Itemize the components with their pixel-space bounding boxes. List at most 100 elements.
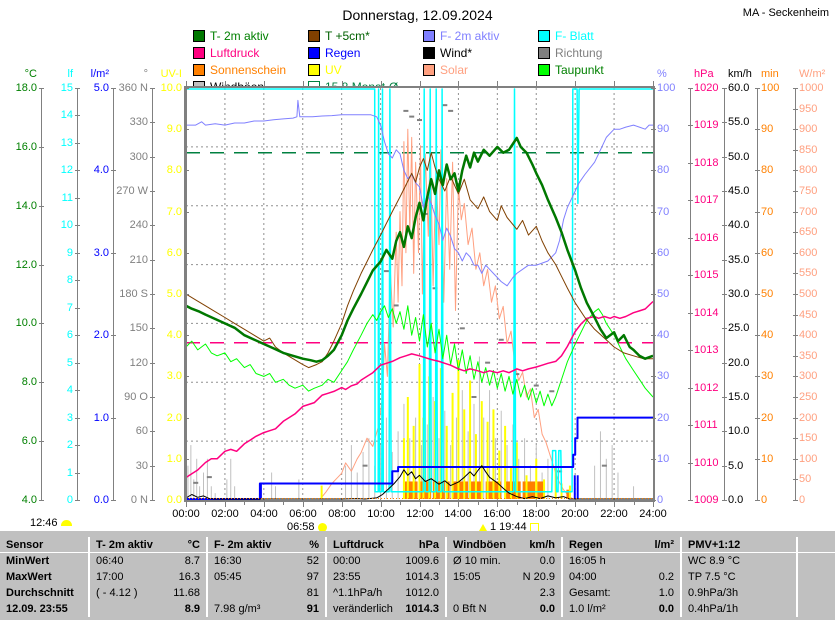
- legend-item-uv: UV: [308, 61, 423, 78]
- axis-tick: [722, 397, 727, 398]
- time-tick: [303, 502, 304, 507]
- table-header-label: PMV+1:12: [688, 539, 741, 551]
- time-tick: [575, 502, 576, 507]
- table-cell-value: 1.0: [658, 587, 674, 599]
- series-taupunkt: [186, 305, 653, 407]
- table-cell-value: 91: [306, 603, 319, 615]
- axis-tick: [75, 335, 80, 336]
- table-cell-value: 1014.3: [405, 571, 439, 583]
- time-tick: [342, 502, 343, 507]
- moonset-icon: [479, 523, 487, 531]
- axis-tick: [688, 275, 693, 276]
- legend-item-f-2m-aktiv: F- 2m aktiv: [423, 27, 538, 44]
- table-cell-f-2m-aktiv-row3: 7.98 g/m³ 91: [206, 601, 325, 617]
- axis-tick: [651, 459, 656, 460]
- time-minor-tick: [595, 502, 596, 505]
- table-header-label: Regen: [569, 539, 603, 551]
- axis-tick-label: 1010: [694, 457, 719, 469]
- axis-tick: [755, 129, 760, 130]
- axis-tick: [184, 129, 189, 130]
- axis-tick: [793, 335, 798, 336]
- axis-unit-lf: lf: [67, 68, 74, 80]
- axis-tick: [722, 363, 727, 364]
- axis-tick-label: 100: [761, 82, 780, 94]
- axis-tick-label: 13: [60, 137, 73, 149]
- axis-tick: [793, 109, 798, 110]
- axis-tick-label: 600: [799, 247, 818, 259]
- axis-tick: [688, 350, 693, 351]
- axis-tick-label: 4.0: [93, 164, 109, 176]
- station-name: MA - Seckenheim: [742, 7, 829, 19]
- moonrise-time: 12:46: [30, 517, 58, 529]
- axis-tick: [150, 225, 155, 226]
- table-cell-windb-en-row3: 0 Bft N 0.0: [445, 601, 561, 617]
- time-label: 04:00: [250, 508, 278, 520]
- axis-tick-label: 450: [799, 309, 818, 321]
- axis-tick-label: 8: [66, 274, 73, 286]
- moon-phase-label: 1: [490, 521, 497, 533]
- axis-unit-uv-i: UV-I: [160, 68, 182, 80]
- table-cell-label: 05:45: [214, 571, 242, 583]
- series-luftdruck: [186, 300, 653, 479]
- axis-tick-label: 0.0: [93, 494, 109, 506]
- axis-tick: [150, 431, 155, 432]
- legend-item-wind: Wind*: [423, 44, 538, 61]
- axis-tick-label: 550: [799, 267, 818, 279]
- axis-tick-label: 15.0: [728, 391, 750, 403]
- axis-tick-label: 90: [761, 123, 774, 135]
- sunrise-time: 06:58: [287, 521, 315, 533]
- axis-tick-label: 6.0: [21, 435, 37, 447]
- axis-tick-label: 1016: [694, 232, 719, 244]
- axis-tick-label: 150: [129, 322, 148, 334]
- legend-label: T +5cm*: [325, 28, 370, 43]
- axis-tick-label: 14: [60, 109, 73, 121]
- time-label: 20:00: [561, 508, 589, 520]
- axis-tick: [651, 170, 656, 171]
- axis-tick: [793, 191, 798, 192]
- axis-tick: [755, 294, 760, 295]
- axis-unit-c: °C: [24, 68, 37, 80]
- axis-tick-label: 9.0: [166, 123, 182, 135]
- axis-tick: [150, 363, 155, 364]
- table-cell-value: N 20.9: [522, 571, 555, 583]
- time-minor-tick: [517, 502, 518, 505]
- table-cell-label: 12.09. 23:55: [6, 603, 68, 615]
- axis-tick-label: 60: [761, 247, 774, 259]
- f-blatt-swatch: [538, 29, 550, 42]
- axis-tick-label: 50.0: [728, 151, 750, 163]
- axis-tick-label: 5.0: [166, 288, 182, 300]
- table-cell-value: 16.3: [178, 571, 200, 583]
- table-cell-f-2m-aktiv-row1: 05:45 97: [206, 569, 325, 585]
- axis-tick-label: 90 O: [124, 391, 148, 403]
- axis-tick: [75, 418, 80, 419]
- legend-label: F- Blatt: [555, 28, 594, 43]
- axis-tick: [793, 129, 798, 130]
- axis-tick: [111, 335, 116, 336]
- time-tick: [186, 81, 187, 86]
- legend-item-luftdruck: Luftdruck: [193, 44, 308, 61]
- table-cell-value: 1012.0: [405, 587, 439, 599]
- axis-line-hpa: [690, 88, 691, 501]
- sunset-marker: 1 19:44: [479, 521, 539, 533]
- table-cell-value: 2.3: [539, 587, 555, 599]
- axis-tick: [184, 500, 189, 501]
- axis-tick: [150, 500, 155, 501]
- axis-tick-label: 800: [799, 164, 818, 176]
- axis-tick: [651, 294, 656, 295]
- legend-item-taupunkt: Taupunkt: [538, 61, 653, 78]
- axis-tick-label: 0 N: [130, 494, 148, 506]
- axis-tick: [722, 88, 727, 89]
- table-header-sensor: Sensor: [0, 537, 88, 553]
- table-cell-col7-row0: [796, 553, 835, 569]
- axis-tick-label: 30.0: [728, 288, 750, 300]
- time-tick: [536, 81, 537, 86]
- axis-tick: [150, 88, 155, 89]
- axis-tick: [688, 388, 693, 389]
- axis-tick-label: 4: [66, 384, 73, 396]
- t-2m-aktiv-swatch: [193, 29, 205, 42]
- axis-tick: [688, 200, 693, 201]
- taupunkt-swatch: [538, 63, 550, 76]
- table-cell-value: 0.0: [658, 603, 674, 615]
- richtung-swatch: [538, 46, 550, 59]
